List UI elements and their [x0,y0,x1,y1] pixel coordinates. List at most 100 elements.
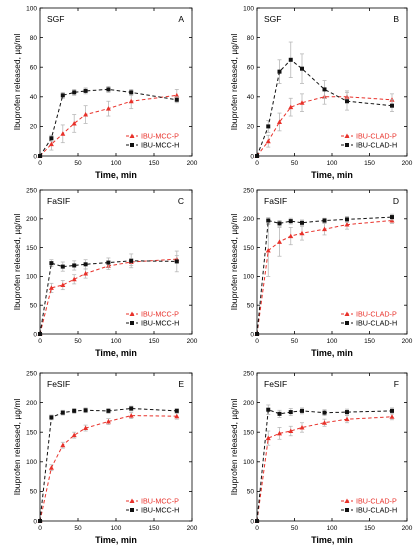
y-tick-label: 150 [243,245,254,252]
data-point-square [255,154,259,158]
legend-label: IBU-CLAD-P [356,132,397,141]
data-point-square [38,332,42,336]
data-point-square [49,415,54,420]
y-tick-label: 80 [247,35,255,42]
x-tick-label: 0 [38,525,42,532]
data-point-triangle [322,226,327,232]
panel-e: 0 50 100 150 200 0 50 100 150 200 250 Time, min Ibup… [12,370,198,545]
series-ibu-clad-h [255,213,394,336]
data-point-square [129,90,134,95]
y-tick-label: 100 [243,274,254,281]
panel-letter: F [394,379,399,389]
data-point-triangle [174,413,180,419]
legend-entry: IBU-MCC-H [126,506,179,515]
data-point-square [60,93,65,98]
y-tick-label: 80 [30,35,38,42]
data-point-square [83,262,88,267]
data-point-square [255,519,259,523]
legend-label: IBU-MCC-P [141,132,179,141]
panel-b: 0 50 100 150 200 0 20 40 60 80 100 Time, min Ibuprof… [229,5,413,180]
data-point-square [288,57,293,62]
x-tick-label: 100 [111,338,122,345]
data-point-square [106,408,111,413]
medium-label: SGF [264,14,281,24]
data-point-triangle [48,285,54,290]
x-tick-label: 150 [364,160,375,167]
y-tick-label: 50 [247,303,255,310]
y-tick-label: 200 [243,400,254,407]
y-tick-label: 50 [30,303,38,310]
panel-letter: E [178,379,184,389]
x-axis-label: Time, min [311,348,353,358]
series-line [39,415,177,522]
series-line [39,407,177,522]
legend-marker-triangle [129,311,135,316]
data-point-triangle [48,141,54,147]
data-point-square [83,88,88,93]
series-ibu-mcc-p [37,89,180,158]
x-tick-label: 50 [74,338,82,345]
data-point-triangle [83,425,89,431]
legend-label: IBU-MCC-H [141,506,179,515]
legend-marker-triangle [344,498,350,503]
data-point-square [288,219,293,224]
legend-marker-triangle [344,133,350,138]
data-point-square [106,260,111,265]
legend-marker-square [130,508,134,512]
legend-entry: IBU-CLAD-P [341,310,397,319]
y-tick-label: 100 [243,5,254,12]
x-tick-label: 200 [402,338,413,345]
series-line [39,94,177,157]
medium-label: FaSIF [47,196,70,206]
data-point-square [174,259,179,264]
y-tick-label: 0 [33,331,37,338]
data-point-triangle [277,430,282,436]
y-tick-label: 0 [250,331,254,338]
data-point-square [129,258,134,263]
x-tick-label: 100 [111,160,122,167]
data-point-square [266,407,271,412]
y-tick-label: 20 [30,124,38,131]
y-axis-label: Ibuprofen released, µg/ml [229,214,239,311]
legend-entry: IBU-CLAD-H [341,319,397,328]
data-point-square [300,408,304,413]
y-tick-label: 50 [247,489,255,496]
data-point-square [106,87,111,92]
data-point-square [83,408,88,413]
data-point-square [390,103,394,108]
series-line [256,220,393,335]
y-tick-label: 150 [26,430,37,437]
data-point-triangle [344,416,350,422]
data-point-triangle [71,432,77,438]
panel-letter: D [393,196,399,206]
x-tick-label: 100 [111,525,122,532]
data-point-square [174,408,179,413]
y-tick-label: 40 [247,94,255,101]
data-point-triangle [60,442,66,448]
y-tick-label: 0 [33,518,37,525]
legend-label: IBU-CLAD-H [356,506,397,515]
data-point-square [49,136,54,141]
data-point-triangle [105,419,111,424]
data-point-square [277,411,282,416]
x-tick-label: 50 [74,525,82,532]
data-point-triangle [288,104,294,110]
x-tick-label: 100 [327,160,338,167]
x-tick-label: 200 [187,525,198,532]
data-point-square [345,217,349,222]
data-point-square [129,406,134,411]
data-point-square [390,215,394,220]
data-point-triangle [265,247,271,253]
data-point-square [255,332,259,336]
legend-marker-square [130,143,134,147]
y-axis-label: Ibuprofen released, µg/ml [12,34,22,131]
data-point-triangle [83,112,89,117]
legend-entry: IBU-MCC-H [126,141,179,150]
legend-entry: IBU-CLAD-P [341,497,397,506]
x-tick-label: 150 [149,338,160,345]
y-tick-label: 40 [30,94,38,101]
data-point-square [266,124,271,129]
data-point-triangle [322,420,327,425]
data-point-square [277,221,282,226]
y-tick-label: 150 [26,245,37,252]
